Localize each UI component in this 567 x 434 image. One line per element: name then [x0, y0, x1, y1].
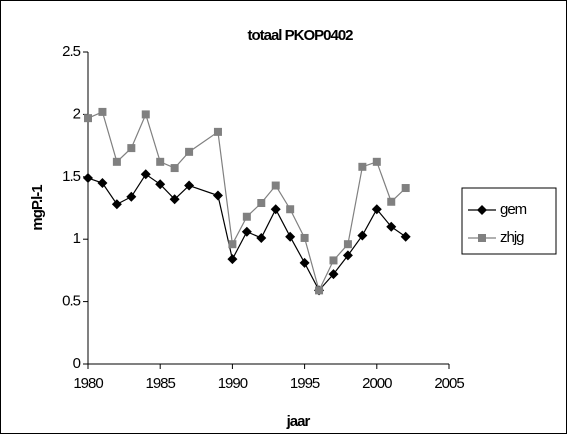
- data-point: [127, 144, 136, 153]
- data-point: [328, 269, 339, 280]
- data-point: [257, 199, 266, 208]
- x-axis-label: jaar: [286, 413, 311, 430]
- data-point: [315, 286, 324, 295]
- data-point: [343, 240, 352, 249]
- data-point: [141, 110, 150, 119]
- legend-label: zhjg: [500, 229, 524, 246]
- data-point: [212, 190, 223, 201]
- data-point: [299, 257, 310, 268]
- series-line: [87, 173, 407, 292]
- data-point: [170, 164, 179, 173]
- data-point: [401, 184, 410, 193]
- data-point: [342, 250, 353, 261]
- data-point: [156, 157, 165, 166]
- data-point: [84, 114, 92, 123]
- data-point: [300, 233, 309, 242]
- data-point: [387, 197, 396, 206]
- data-point: [228, 240, 237, 249]
- data-point: [112, 157, 121, 166]
- data-point: [241, 226, 252, 237]
- x-tick-label: 1995: [290, 375, 320, 392]
- y-tick-label: 0: [73, 355, 81, 372]
- x-tick-label: 2005: [434, 375, 464, 392]
- data-point: [155, 179, 166, 190]
- data-point: [98, 107, 107, 116]
- data-point: [286, 205, 295, 214]
- data-point: [97, 178, 108, 189]
- data-point: [357, 230, 368, 241]
- y-tick-label: 1: [73, 230, 81, 247]
- data-point: [169, 194, 180, 205]
- y-axis-label: mgP.l-1: [29, 185, 46, 231]
- data-point: [140, 169, 151, 180]
- y-tick-label: 0.5: [62, 293, 81, 310]
- chart-title: totaal PKOP0402: [247, 27, 353, 44]
- data-point: [111, 199, 122, 210]
- data-point: [126, 191, 137, 202]
- data-point: [358, 162, 367, 171]
- legend-label: gem: [500, 201, 527, 218]
- legend-marker: [477, 205, 487, 215]
- data-point: [185, 147, 194, 156]
- data-point: [256, 232, 267, 243]
- x-tick-label: 1980: [73, 375, 103, 392]
- data-point: [285, 231, 296, 242]
- data-point: [270, 204, 281, 215]
- data-point: [271, 181, 280, 190]
- legend-marker: [478, 234, 486, 242]
- x-tick-label: 1990: [218, 375, 248, 392]
- data-point: [227, 254, 238, 265]
- series-line: [87, 111, 407, 293]
- data-point: [371, 204, 382, 215]
- data-point: [184, 180, 195, 191]
- data-point: [386, 221, 397, 232]
- data-point: [400, 231, 411, 242]
- data-point: [83, 173, 93, 184]
- data-point: [213, 127, 222, 136]
- data-point: [242, 212, 251, 221]
- data-point: [372, 157, 381, 166]
- y-tick-label: 2.5: [62, 43, 81, 60]
- x-tick-label: 1985: [146, 375, 176, 392]
- legend-box: [461, 187, 557, 255]
- data-point: [329, 256, 338, 265]
- x-tick-label: 2000: [362, 375, 392, 392]
- y-tick-label: 2: [73, 105, 81, 122]
- y-tick-label: 1.5: [62, 168, 81, 185]
